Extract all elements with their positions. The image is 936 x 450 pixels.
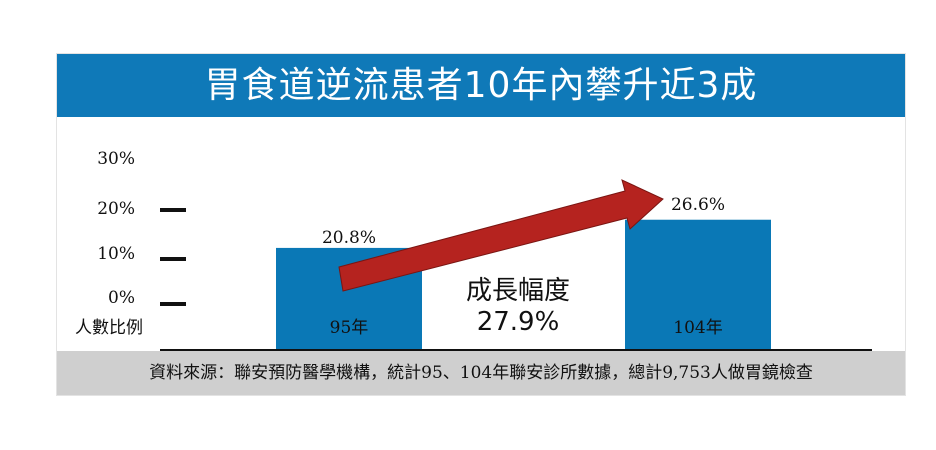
bar-value-label-1: 26.6% (671, 195, 725, 215)
chart-panel: 胃食道逆流患者10年內攀升近3成 0% 10% 20% 30% 20.8% 26… (57, 54, 905, 395)
y-tick-label-3: 30% (97, 149, 135, 169)
growth-annotation-line2: 27.9% (477, 307, 560, 337)
y-tick-label-1: 10% (97, 244, 135, 264)
x-axis-line (160, 349, 872, 351)
bar-chart: 0% 10% 20% 30% 20.8% 26.6% 成長幅度 27.9% (97, 149, 872, 351)
bar-1 (625, 219, 771, 349)
y-tick-mark-2 (160, 257, 186, 261)
y-tick-mark-3 (160, 208, 186, 212)
chart-title: 胃食道逆流患者10年內攀升近3成 (204, 65, 758, 106)
chart-area: 0% 10% 20% 30% 20.8% 26.6% 成長幅度 27.9% (57, 117, 905, 351)
y-tick-label-0: 0% (108, 288, 135, 308)
bar-value-label-0: 20.8% (322, 228, 376, 248)
growth-annotation-line1: 成長幅度 (466, 276, 570, 306)
y-tick-mark-1 (160, 302, 186, 306)
y-tick-label-2: 20% (97, 199, 135, 219)
y-axis-title: 人數比例 (75, 318, 143, 338)
source-bar: 資料來源：聯安預防醫學機構，統計95、104年聯安診所數據，總計9,753人做胃… (57, 351, 905, 395)
x-tick-label-0: 95年 (330, 318, 369, 338)
growth-arrow (338, 179, 664, 292)
x-tick-label-1: 104年 (673, 318, 722, 338)
source-text: 資料來源：聯安預防醫學機構，統計95、104年聯安診所數據，總計9,753人做胃… (149, 363, 813, 383)
title-bar: 胃食道逆流患者10年內攀升近3成 (57, 54, 905, 117)
x-axis-labels: 人數比例 95年 104年 (75, 318, 723, 338)
